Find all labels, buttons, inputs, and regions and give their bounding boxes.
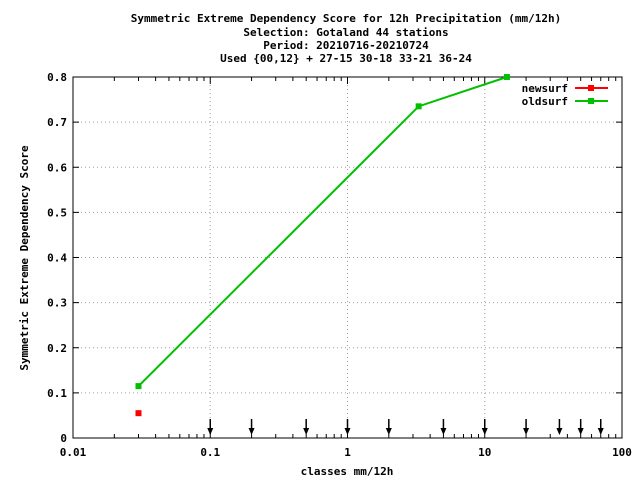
data-point-oldsurf [503,74,510,80]
x-tick-label-1: 1 [344,446,351,459]
title-line-2: Selection: Gotaland 44 stations [243,26,448,39]
x-tick-label-100: 100 [612,446,632,459]
data-point-newsurf [135,410,142,417]
class-marker-arrow [303,428,310,435]
data-point-oldsurf [415,103,422,110]
legend-label-oldsurf: oldsurf [522,95,568,108]
x-tick-label-10: 10 [478,446,491,459]
class-marker-arrow [440,428,447,435]
x-axis-label: classes mm/12h [301,465,394,478]
series-newsurf [135,410,142,417]
class-marker-arrow [577,428,584,435]
y-tick-label-0-4: 0.4 [47,252,67,265]
title-line-1: Symmetric Extreme Dependency Score for 1… [131,12,561,25]
y-tick-label-0-6: 0.6 [47,161,67,174]
y-tick-label-0-2: 0.2 [47,342,67,355]
chart-title: Symmetric Extreme Dependency Score for 1… [131,12,561,65]
data-point-oldsurf [135,383,142,390]
grid-lines [73,77,622,438]
plot-frame [72,76,623,439]
y-tick-label-0: 0 [60,432,67,445]
legend-marker-oldsurf [588,98,594,104]
y-tick-label-0-8: 0.8 [47,71,67,84]
y-axis-label: Symmetric Extreme Dependency Score [18,145,31,371]
class-marker-arrow [597,428,604,435]
y-tick-label-0-1: 0.1 [47,387,67,400]
class-marker-arrow [556,428,563,435]
title-line-4: Used {00,12} + 27-15 30-18 33-21 36-24 [220,52,472,65]
series-oldsurf [135,74,510,390]
y-tick-label-0-3: 0.3 [47,297,67,310]
legend-marker-newsurf [588,85,594,91]
class-markers [207,419,604,435]
title-line-3: Period: 20210716-20210724 [263,39,429,52]
legend-label-newsurf: newsurf [522,82,568,95]
series-line-oldsurf [137,76,508,387]
class-marker-arrow [385,428,392,435]
y-axis-ticks: 0 0.1 0.2 0.3 0.4 0.5 0.6 0.7 0.8 [47,71,622,445]
class-marker-arrow [248,428,255,435]
y-tick-label-0-7: 0.7 [47,116,67,129]
y-tick-label-0-5: 0.5 [47,206,67,219]
x-tick-label-0-1: 0.1 [200,446,220,459]
x-tick-label-0-01: 0.01 [60,446,87,459]
class-marker-arrow [523,428,530,435]
x-axis-ticks: 0.01 0.1 1 10 100 [60,77,632,459]
series-layer [135,74,510,417]
